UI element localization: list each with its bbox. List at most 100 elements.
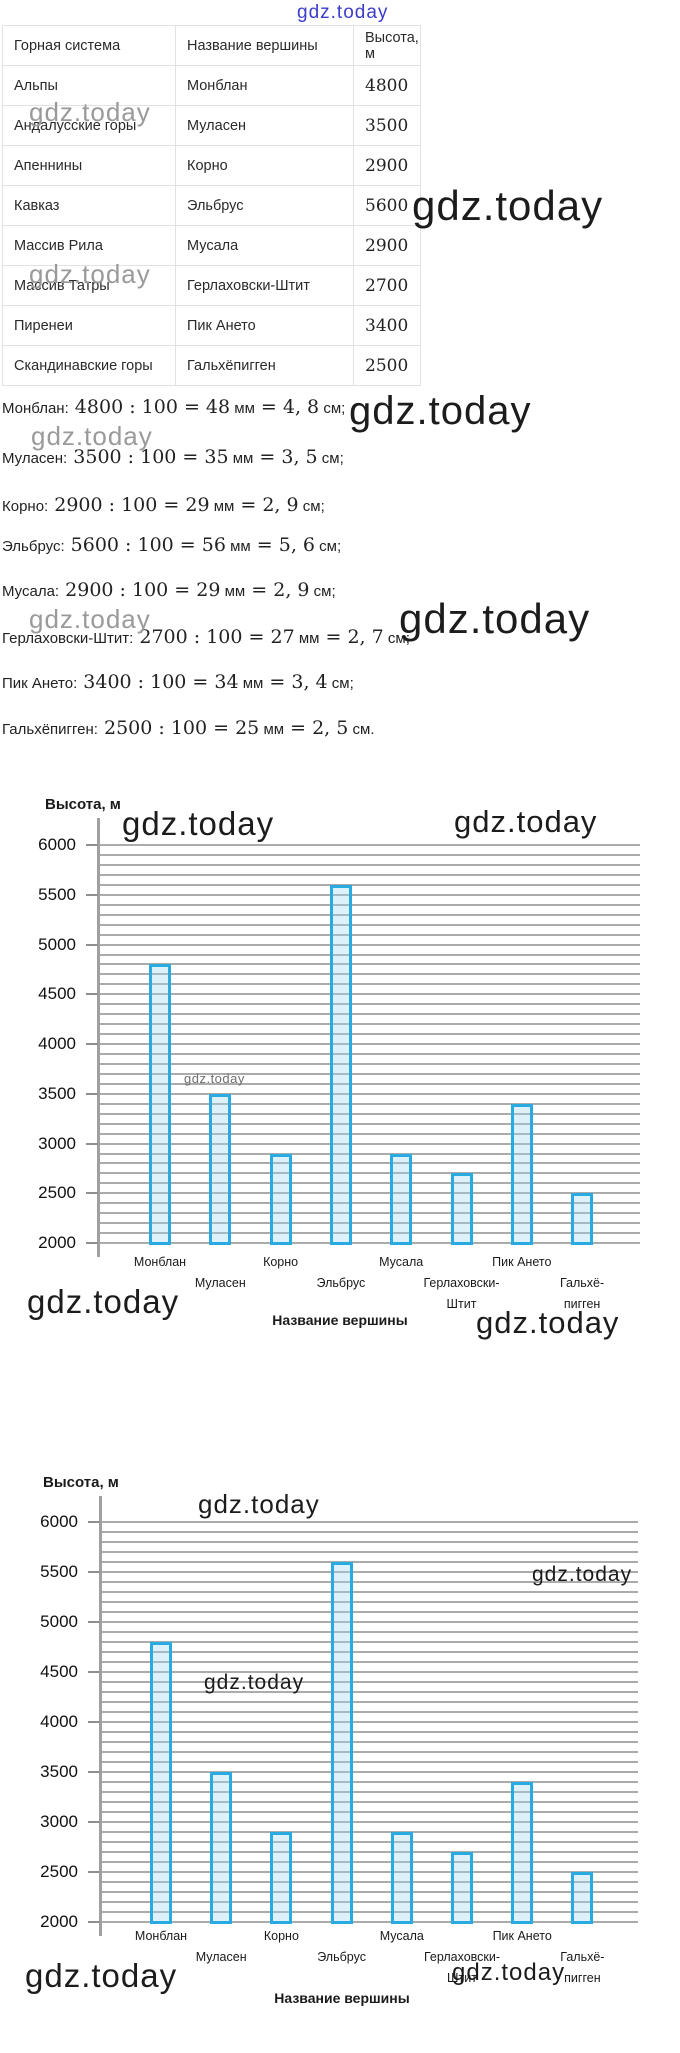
x-tick-label: Муласен [194, 1276, 246, 1290]
peak-label: Корно: [2, 498, 49, 515]
unit-label: мм [259, 721, 285, 738]
calc-expression: 3400 : 100 = 34 [77, 671, 239, 693]
calc-expression: = 2, 9 [245, 579, 310, 601]
gridline [100, 1571, 638, 1573]
table-header-cell: Горная система [2, 25, 176, 66]
gridline [100, 1821, 638, 1823]
gridline [98, 1132, 640, 1135]
gridline [100, 1541, 638, 1543]
table-header-cell: Высота, м [353, 25, 421, 66]
gridline [100, 1591, 638, 1593]
y-tick-label: 3000 [38, 1133, 76, 1153]
x-tick-label: Мусала [379, 1255, 424, 1269]
bar [329, 884, 352, 1245]
calc-expression: 5600 : 100 = 56 [64, 534, 226, 556]
y-tick-label: 3000 [40, 1812, 78, 1831]
gridline [100, 1831, 638, 1833]
calc-expression: 2500 : 100 = 25 [97, 717, 260, 739]
table-cell: Герлаховски-Штит [175, 265, 354, 306]
gridline [98, 1053, 640, 1055]
watermark: gdz.today [452, 1959, 566, 1986]
bar [390, 1153, 413, 1245]
gridline [100, 1911, 638, 1913]
bar [210, 1772, 233, 1924]
y-tick-label: 5000 [40, 1612, 78, 1631]
gridline [98, 1182, 640, 1185]
y-tick-label: 4000 [38, 1034, 76, 1053]
gridline [100, 1691, 638, 1693]
calc-expression: 4800 : 100 = 48 [68, 396, 231, 418]
calc-expression: = 2, 5 [284, 717, 349, 739]
watermark: gdz.today [31, 421, 153, 451]
watermark: gdz.today [198, 1489, 320, 1519]
unit-label: мм [294, 630, 320, 647]
peak-label: Мусала: [2, 583, 60, 600]
calc-expression: = 3, 5 [253, 446, 318, 468]
table-cell: Пик Ането [175, 305, 354, 346]
y-tick-label: 2000 [40, 1912, 78, 1931]
y-tick-label: 3500 [40, 1762, 78, 1781]
unit-label: см; [315, 538, 342, 555]
bar [269, 1153, 292, 1245]
watermark: gdz.today [27, 1283, 180, 1320]
gridline [98, 953, 640, 956]
calc-expression: 3500 : 100 = 35 [67, 446, 229, 468]
gridline [100, 1621, 638, 1623]
watermark: gdz.today [25, 1957, 178, 1994]
calculation-line: Мусала: 2900 : 100 = 29 мм = 2, 9 см; [2, 579, 336, 601]
gridline [98, 1222, 640, 1225]
table-cell: 2500 [353, 345, 421, 386]
watermark: gdz.today [532, 1563, 633, 1586]
y-tick [88, 1821, 100, 1823]
y-tick-label: 6000 [38, 835, 76, 854]
y-tick-label: 4000 [40, 1712, 78, 1731]
table-header-cell: Название вершины [175, 25, 354, 66]
gridline [98, 854, 640, 856]
x-axis-label: Название вершины [274, 1990, 410, 2006]
bar [571, 1872, 594, 1924]
y-tick [88, 1521, 100, 1523]
calculation-line: Пик Ането: 3400 : 100 = 34 мм = 3, 4 см; [2, 671, 354, 693]
gridline [100, 1791, 638, 1793]
gridline [100, 1811, 638, 1813]
y-axis-line [97, 818, 100, 1257]
x-axis-label: Название вершины [272, 1312, 408, 1328]
y-tick [88, 1921, 100, 1923]
y-tick-label: 2500 [38, 1183, 76, 1203]
y-tick [86, 1242, 98, 1244]
gridline [100, 1641, 638, 1643]
calc-expression: 2900 : 100 = 29 [48, 494, 210, 516]
table-cell: Мусала [175, 225, 354, 266]
gridline [100, 1601, 638, 1603]
gridline [100, 1671, 638, 1673]
gridline [98, 1152, 640, 1155]
gridline [98, 1082, 640, 1085]
x-tick-label: Гальхё- [560, 1950, 605, 1964]
gridline [98, 1242, 640, 1244]
unit-label: мм [209, 498, 235, 515]
gridline [98, 1142, 640, 1145]
gridline [98, 1162, 640, 1165]
table-cell: Эльбрус [175, 185, 354, 226]
x-tick-label: Эльбрус [316, 1276, 366, 1290]
table-cell: 2700 [353, 265, 421, 306]
gridline [100, 1901, 638, 1903]
table-cell: 2900 [353, 225, 421, 266]
table-cell: 3400 [353, 305, 421, 346]
unit-label: см; [383, 630, 410, 647]
gridline [98, 1013, 640, 1016]
table-cell: Альпы [2, 65, 176, 106]
x-tick-label: Штит [446, 1297, 477, 1311]
bar [330, 1562, 353, 1924]
x-tick-label: Монблан [133, 1255, 187, 1269]
unit-label: мм [220, 583, 246, 600]
peak-label: Пик Ането: [2, 675, 78, 692]
y-axis-line [99, 1496, 102, 1936]
gridline [98, 1092, 640, 1095]
table-cell: Гальхёпигген [175, 345, 354, 386]
gridline [98, 983, 640, 986]
calculation-line: Герлаховски-Штит: 2700 : 100 = 27 мм = 2… [2, 626, 410, 648]
y-axis-label: Высота, м [45, 796, 121, 813]
y-tick [86, 1192, 98, 1195]
y-tick [86, 1043, 98, 1045]
